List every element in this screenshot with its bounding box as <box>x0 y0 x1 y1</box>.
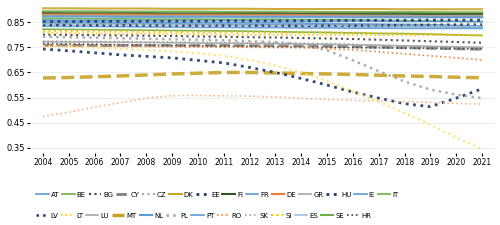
Legend: LV, LT, LU, MT, NL, PL, PT, RO, SK, SI, ES, SE, HR: LV, LT, LU, MT, NL, PL, PT, RO, SK, SI, … <box>34 210 374 221</box>
